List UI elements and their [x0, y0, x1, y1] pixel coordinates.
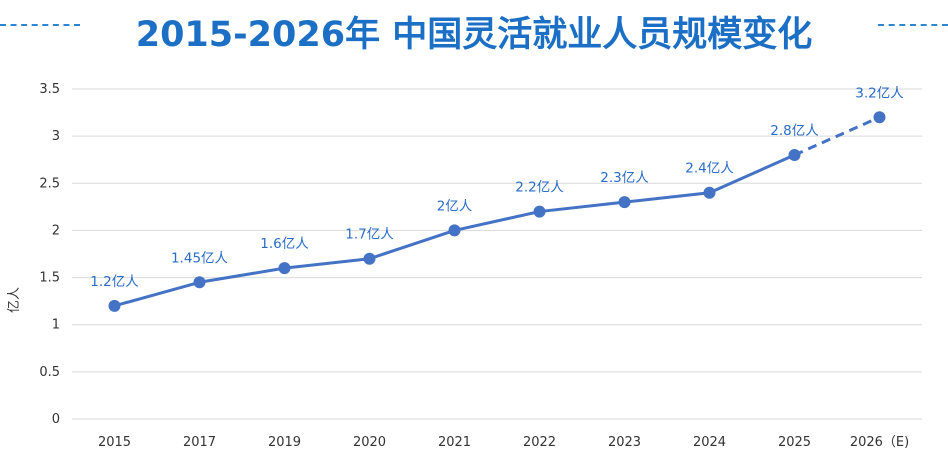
title-decoration-left: [0, 24, 80, 26]
chart-title: 2015-2026年 中国灵活就业人员规模变化: [135, 15, 813, 55]
x-tick-label: 2022: [523, 435, 556, 450]
data-point: [533, 205, 546, 218]
y-tick-label: 3.5: [39, 82, 60, 97]
data-label: 1.2亿人: [90, 274, 139, 290]
data-point: [193, 276, 206, 289]
title-decoration-right: [878, 24, 948, 26]
y-tick-label: 0.5: [39, 365, 60, 380]
x-tick-label: 2015: [98, 435, 131, 450]
y-tick-label: 1: [52, 318, 60, 333]
data-point: [363, 252, 376, 265]
data-label: 2.4亿人: [685, 161, 734, 177]
data-label: 2.2亿人: [515, 180, 564, 196]
x-tick-label: 2019: [268, 435, 301, 450]
x-tick-label: 2026（E): [850, 435, 909, 450]
data-point: [278, 262, 291, 275]
grid-lines: [72, 88, 922, 420]
data-label: 3.2亿人: [855, 85, 904, 101]
data-point: [873, 111, 886, 124]
data-labels: 1.2亿人 1.45亿人 1.6亿人 1.7亿人 2亿人 2.2亿人 2.3亿人 2.4亿人 2…: [90, 85, 904, 290]
data-point: [108, 299, 121, 312]
y-tick-label: 3: [52, 129, 60, 144]
y-axis-ticks: 0 0.5 1 1.5 2 2.5 3 3.5: [39, 82, 60, 427]
x-tick-label: 2023: [608, 435, 641, 450]
y-axis-label: 亿人: [7, 287, 22, 313]
data-label: 1.6亿人: [260, 236, 309, 252]
x-axis-ticks: 2015 2017 2019 2020 2021 2022 2023 2024 2025 2026…: [98, 435, 909, 450]
y-tick-label: 1.5: [39, 271, 60, 286]
data-label: 1.45亿人: [171, 250, 229, 266]
data-label: 2.8亿人: [770, 123, 819, 139]
data-label: 2.3亿人: [600, 170, 649, 186]
x-tick-label: 2021: [438, 435, 471, 450]
data-point: [703, 186, 716, 199]
data-point: [788, 149, 801, 161]
series-line-projected: [793, 115, 881, 157]
x-tick-label: 2025: [778, 435, 811, 450]
data-point: [618, 196, 631, 209]
data-points: [108, 111, 886, 312]
x-tick-label: 2020: [353, 435, 386, 450]
y-tick-label: 2.5: [39, 176, 60, 191]
data-label: 1.7亿人: [345, 227, 394, 243]
data-label: 2亿人: [437, 198, 473, 214]
data-point: [448, 224, 461, 237]
x-tick-label: 2017: [183, 435, 216, 450]
chart-header: 2015-2026年 中国灵活就业人员规模变化: [0, 0, 948, 62]
x-tick-label: 2024: [693, 435, 726, 450]
y-tick-label: 2: [52, 223, 60, 238]
y-tick-label: 0: [52, 412, 60, 427]
